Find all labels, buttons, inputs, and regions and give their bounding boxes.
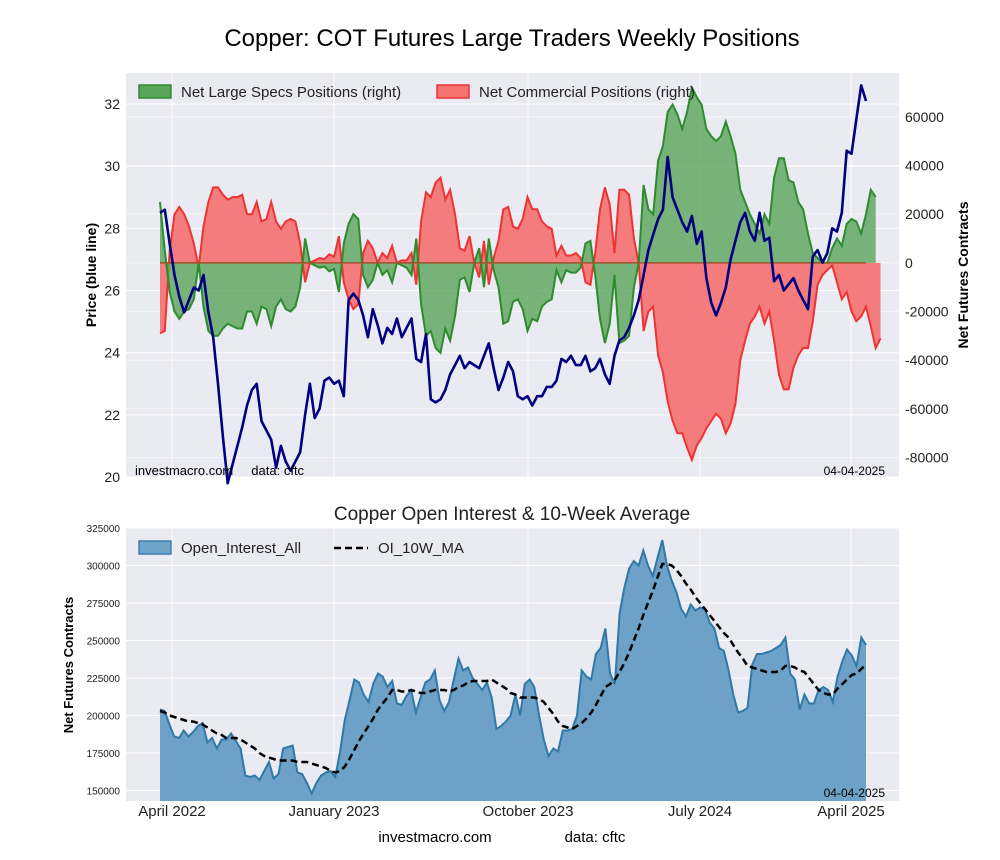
legend-oi-label: Open_Interest_All xyxy=(181,540,301,557)
commercial-line xyxy=(159,175,882,463)
legend-specs-swatch xyxy=(138,84,172,99)
date-axis-ticks: April 2022 January 2023 October 2023 July 2… xyxy=(138,803,885,820)
contracts-axis-ticks: -80000 -60000 -40000 -20000 0 20000 40000 60000 xyxy=(905,109,949,466)
oi-fill xyxy=(160,540,866,801)
footer-source: data: cftc xyxy=(565,829,626,846)
price-tick-label: 22 xyxy=(104,407,120,423)
price-axis-ticks: 20 22 24 26 28 30 32 xyxy=(104,96,120,485)
positions-legend: Net Large Specs Positions (right) Net Co… xyxy=(138,84,695,101)
date-tick-label: July 2024 xyxy=(668,803,732,820)
open-interest-axis-ticks: 150000 175000 200000 225000 250000 275000 3000… xyxy=(87,524,121,798)
contracts-tick-label: -40000 xyxy=(905,352,949,368)
legend-specs-label: Net Large Specs Positions (right) xyxy=(181,84,401,101)
ma-series-line xyxy=(159,562,867,774)
oi-tick-label: 200000 xyxy=(87,712,121,723)
date-tick-label: April 2025 xyxy=(817,803,885,820)
legend-commercial-swatch xyxy=(436,84,470,99)
source-annotation: investmacro.com data: cftc xyxy=(135,463,305,478)
oi-tick-label: 225000 xyxy=(87,674,121,685)
oi-tick-label: 300000 xyxy=(87,562,121,573)
date-annotation: 04-04-2025 xyxy=(824,464,886,478)
open-interest-area xyxy=(159,539,867,801)
open-interest-axis-label: Net Futures Contracts xyxy=(61,597,76,734)
price-tick-label: 32 xyxy=(104,96,120,112)
oi-tick-label: 175000 xyxy=(87,749,121,760)
commercial-area xyxy=(159,175,882,463)
open-interest-title: Copper Open Interest & 10-Week Average xyxy=(334,504,690,525)
oi-tick-label: 150000 xyxy=(87,787,121,798)
oi-tick-label: 250000 xyxy=(87,637,121,648)
price-series-line xyxy=(159,84,868,485)
contracts-tick-label: -20000 xyxy=(905,304,949,320)
contracts-tick-label: 40000 xyxy=(905,157,944,173)
contracts-tick-label: 0 xyxy=(905,255,913,271)
price-tick-label: 20 xyxy=(104,469,120,485)
open-interest-legend: Open_Interest_All OI_10W_MA xyxy=(138,540,464,557)
price-line xyxy=(159,84,868,485)
oi-tick-label: 275000 xyxy=(87,599,121,610)
contracts-tick-label: -60000 xyxy=(905,401,949,417)
price-axis-label: Price (blue line) xyxy=(83,223,99,327)
date-tick-label: October 2023 xyxy=(483,803,574,820)
price-tick-label: 24 xyxy=(104,345,120,361)
footer-site: investmacro.com xyxy=(378,829,491,846)
positions-chart: 20 22 24 26 28 30 32 -80000 -60000 -40000 -20000 0… xyxy=(83,73,971,485)
price-tick-label: 26 xyxy=(104,283,120,299)
figure-title: Copper: COT Futures Large Traders Weekly… xyxy=(224,25,799,52)
moving-average-line xyxy=(159,562,867,774)
oi-date-annotation: 04-04-2025 xyxy=(824,786,886,800)
legend-ma-label: OI_10W_MA xyxy=(378,540,464,557)
legend-oi-swatch xyxy=(138,540,172,555)
price-tick-label: 28 xyxy=(104,220,120,236)
price-tick-label: 30 xyxy=(104,158,120,174)
legend-commercial-label: Net Commercial Positions (right) xyxy=(479,84,695,101)
date-tick-label: April 2022 xyxy=(138,803,206,820)
contracts-tick-label: -80000 xyxy=(905,450,949,466)
oi-line xyxy=(159,539,867,796)
oi-tick-label: 325000 xyxy=(87,524,121,535)
contracts-tick-label: 60000 xyxy=(905,109,944,125)
date-tick-label: January 2023 xyxy=(289,803,380,820)
open-interest-chart: Copper Open Interest & 10-Week Average 1… xyxy=(61,504,899,820)
contracts-tick-label: 20000 xyxy=(905,206,944,222)
contracts-axis-label: Net Futures Contracts xyxy=(955,201,971,348)
